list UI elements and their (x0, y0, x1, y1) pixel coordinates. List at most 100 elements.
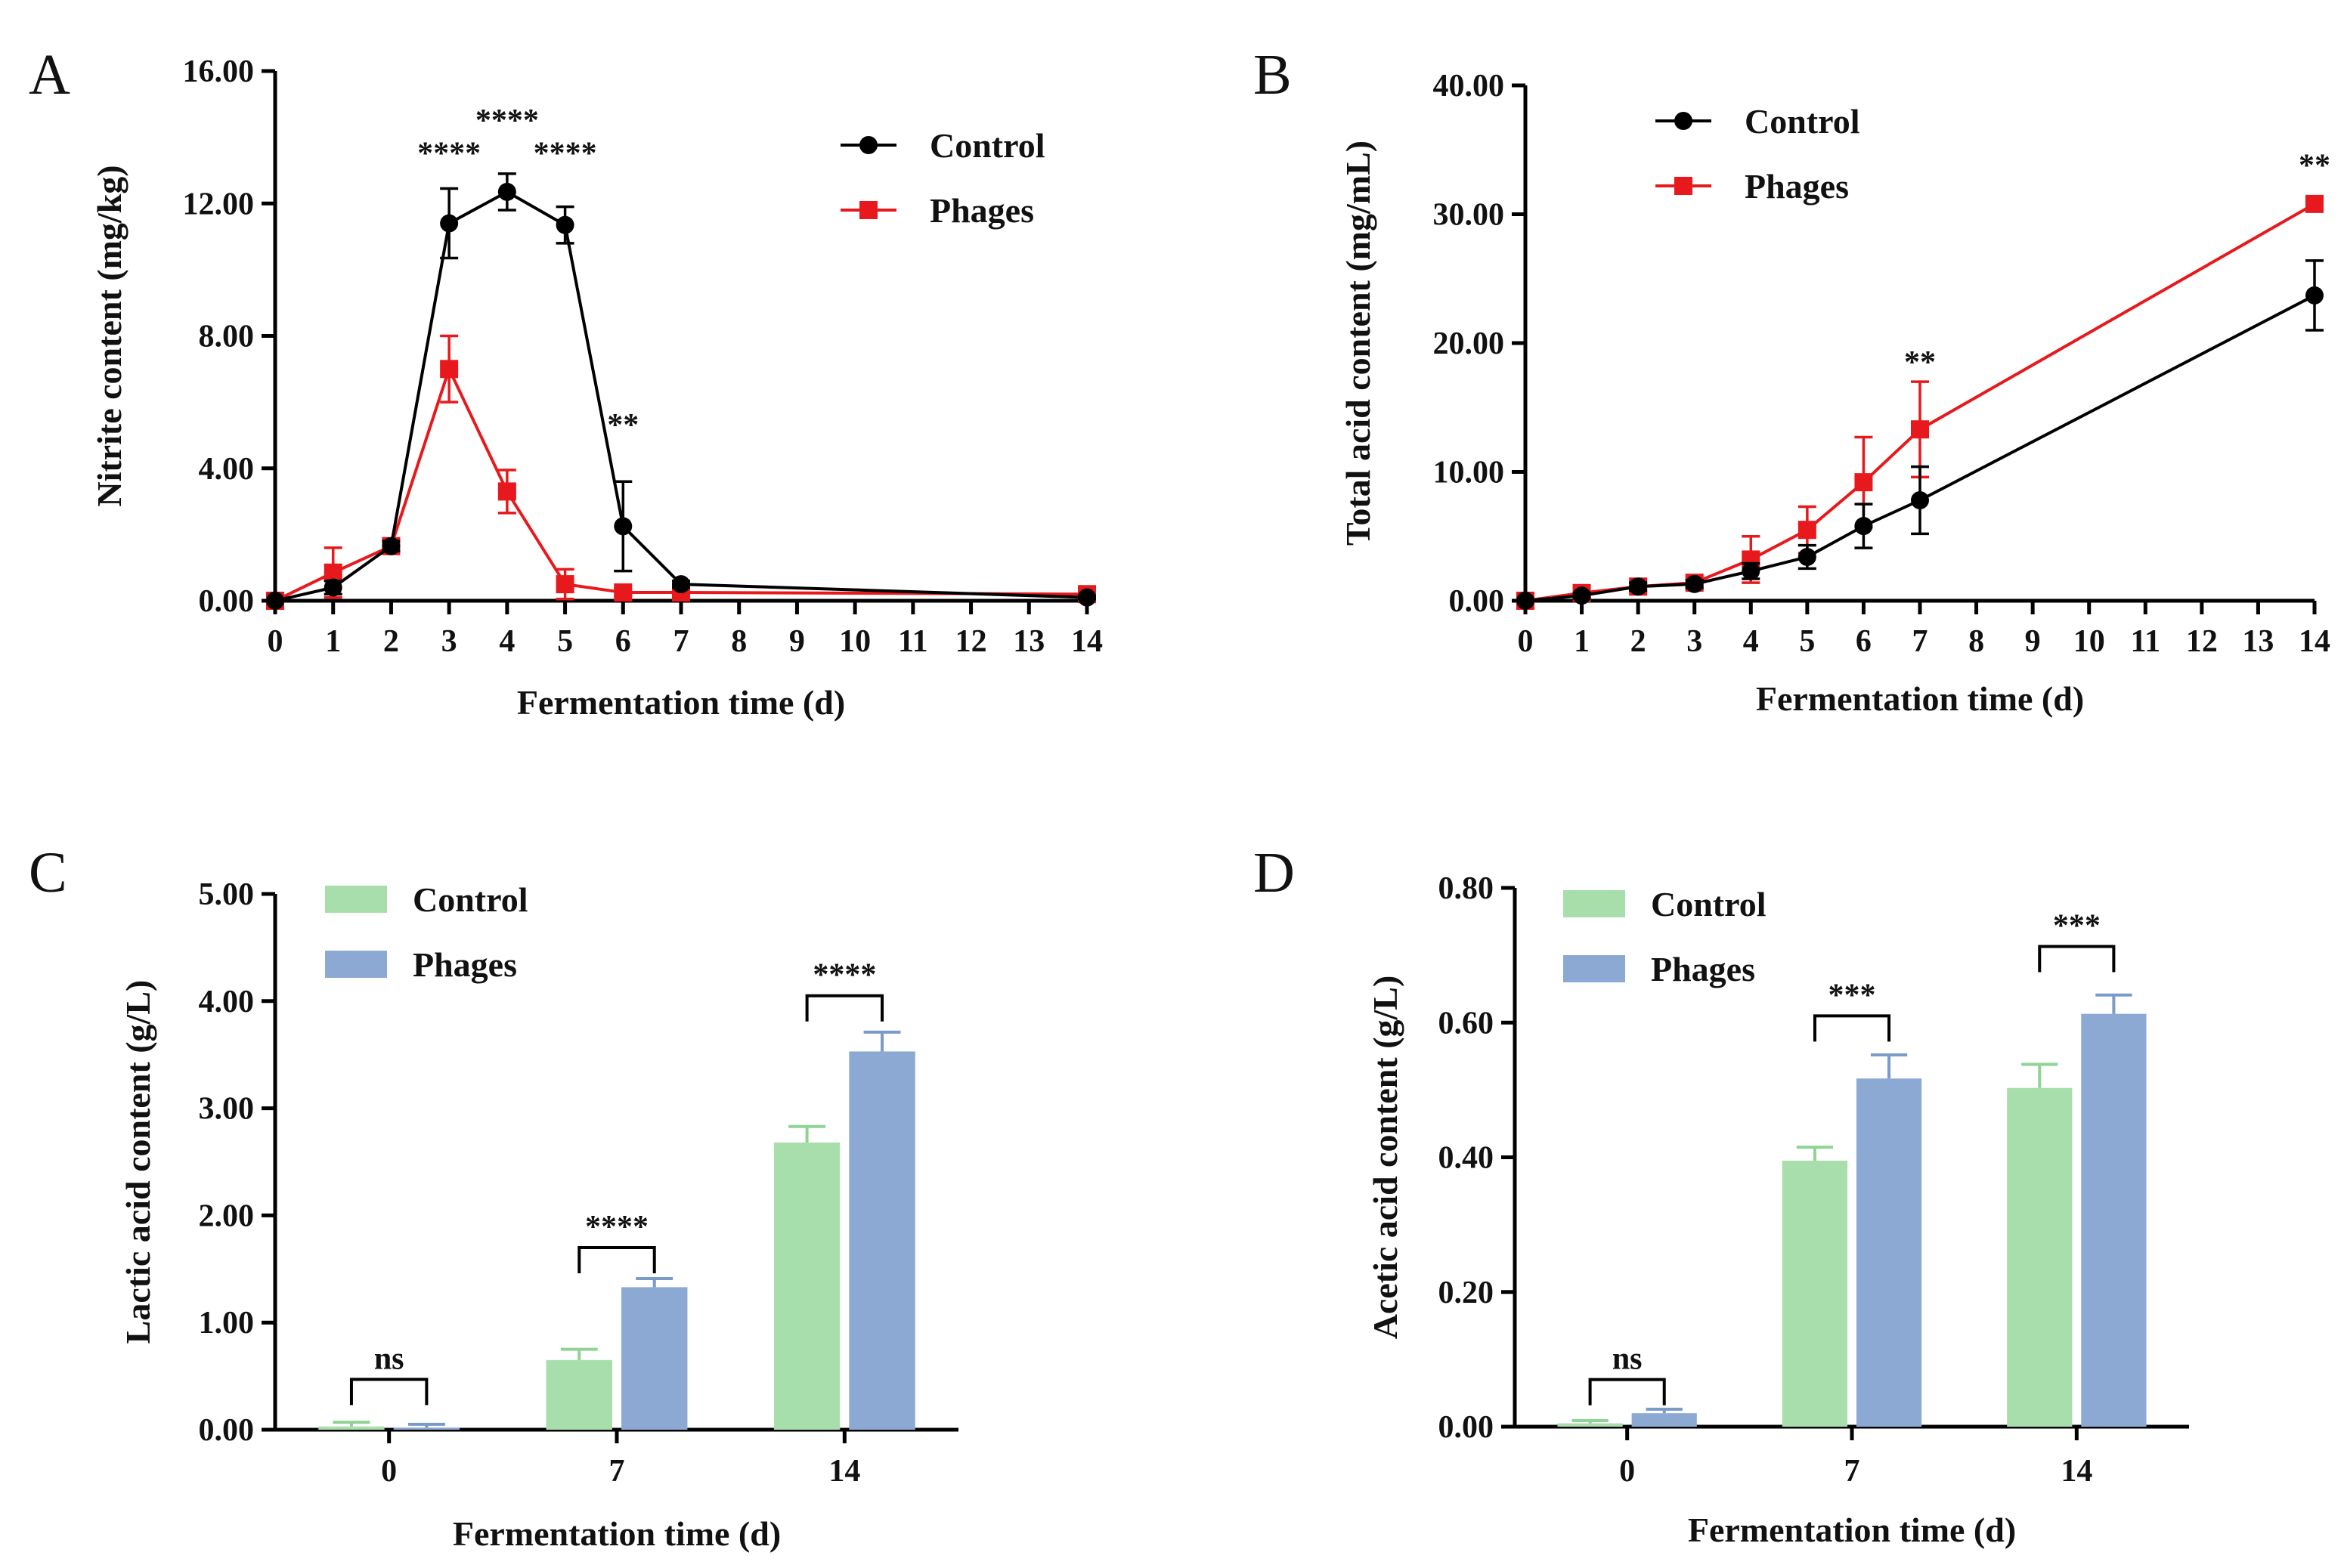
significance-label: ** (1904, 345, 1936, 380)
data-point-phages (440, 360, 459, 379)
x-axis-title: Fermentation time (d) (1756, 679, 2084, 718)
data-point-phages (2305, 194, 2324, 213)
legend-label: Phages (1651, 950, 1755, 988)
data-point-control (614, 517, 633, 536)
x-tick-label: 14 (2061, 1454, 2092, 1489)
bar-control (1557, 1423, 1623, 1427)
legend-label: Phages (1745, 167, 1849, 206)
y-tick-label: 8.00 (199, 320, 255, 354)
x-tick-label: 7 (609, 1454, 625, 1489)
x-tick-label: 7 (1912, 624, 1928, 659)
x-tick-label: 14 (2299, 624, 2330, 659)
legend-marker (859, 201, 878, 219)
panel-letter: B (1253, 43, 1292, 107)
legend-label: Control (930, 126, 1045, 165)
x-tick-label: 9 (2025, 624, 2041, 659)
y-tick-label: 20.00 (1433, 326, 1505, 361)
x-tick-label: 0 (268, 624, 283, 659)
y-tick-label: 10.00 (1433, 456, 1505, 490)
comparison-bracket (1813, 1014, 1891, 1042)
y-axis-title: Total acid content (mg/mL) (1339, 141, 1377, 546)
data-point-control (1797, 548, 1816, 567)
legend-label: Control (413, 880, 528, 919)
y-tick-label: 16.00 (183, 54, 255, 89)
y-tick-label: 0.80 (1438, 871, 1494, 906)
x-tick-label: 11 (2130, 624, 2160, 659)
bar-phages (849, 1051, 915, 1430)
significance-label: *** (1828, 978, 1876, 1013)
data-point-control (382, 537, 401, 555)
data-point-control (1078, 588, 1096, 607)
x-tick-label: 0 (1518, 624, 1534, 659)
y-tick-label: 0.20 (1438, 1276, 1494, 1310)
x-tick-label: 0 (381, 1454, 397, 1489)
x-tick-label: 13 (2242, 624, 2274, 659)
significance-label: **** (475, 104, 539, 138)
data-point-control (1854, 517, 1873, 536)
x-tick-label: 13 (1013, 624, 1045, 659)
panel-c: C 0.00 1.00 2.00 3.00 4.00 5.00 Lactic acid con… (29, 841, 958, 1553)
bar-phages (393, 1427, 460, 1430)
x-tick-label: 7 (673, 624, 689, 659)
x-tick-label: 10 (2073, 624, 2105, 659)
x-tick-label: 1 (325, 624, 341, 659)
legend-swatch (1563, 955, 1625, 982)
y-axis-title: Lactic acid content (g/L) (119, 980, 157, 1344)
data-point-control (440, 214, 459, 233)
y-tick-label: 12.00 (183, 187, 255, 221)
y-tick-label: 0.00 (1438, 1410, 1494, 1445)
comparison-bracket (1588, 1378, 1666, 1406)
x-tick-label: 11 (898, 624, 928, 659)
x-tick-label: 3 (1686, 624, 1702, 659)
x-tick-label: 8 (731, 624, 747, 659)
bar-phages (621, 1287, 688, 1430)
x-axis-title: Fermentation time (d) (517, 683, 845, 722)
panel-b: B 0.00 10.00 20.00 30.00 40.00 Total acid cont… (1253, 43, 2330, 718)
x-tick-label: 8 (1968, 624, 1984, 659)
x-tick-label: 14 (1071, 624, 1103, 659)
significance-label: ** (607, 408, 639, 443)
legend-swatch (1563, 890, 1625, 917)
x-tick-label: 6 (1856, 624, 1872, 659)
legend-marker (1674, 112, 1692, 130)
data-point-phages (1854, 473, 1873, 492)
panel-letter: D (1253, 841, 1295, 905)
y-tick-label: 2.00 (199, 1198, 255, 1233)
legend-swatch (325, 886, 387, 913)
panel-d: D 0.00 0.20 0.40 0.60 0.80 Acetic acid content… (1253, 841, 2189, 1549)
data-point-control (324, 578, 342, 597)
data-point-control (266, 592, 284, 610)
y-axis-title: Acetic acid content (g/L) (1366, 976, 1404, 1340)
panel-letter: A (29, 43, 70, 107)
x-tick-label: 6 (615, 624, 631, 659)
comparison-bracket (2038, 945, 2116, 973)
significance-label: ** (2299, 148, 2330, 183)
data-point-phages (1797, 521, 1816, 540)
x-axis-title: Fermentation time (d) (1688, 1511, 2016, 1549)
bar-phages (1856, 1078, 1922, 1427)
comparison-bracket (805, 994, 884, 1022)
data-point-phages (1911, 420, 1929, 439)
x-tick-label: 7 (1844, 1454, 1860, 1489)
x-tick-label: 0 (1619, 1454, 1635, 1489)
significance-label: **** (585, 1210, 649, 1245)
bar-control (318, 1426, 385, 1430)
x-tick-label: 5 (557, 624, 573, 659)
significance-label: ns (1612, 1342, 1643, 1377)
legend-label: Control (1745, 102, 1860, 141)
data-point-control (1685, 574, 1704, 593)
panel-letter: C (29, 841, 67, 905)
data-point-control (672, 575, 690, 594)
data-point-phages (497, 482, 516, 501)
data-point-control (1572, 586, 1591, 605)
bar-control (1782, 1160, 1848, 1427)
x-tick-label: 2 (383, 624, 399, 659)
x-tick-label: 12 (2186, 624, 2218, 659)
panel-a: A 0.00 4.00 8.00 12.00 16.00 Nitrite content (… (29, 43, 1103, 722)
x-tick-label: 5 (1799, 624, 1815, 659)
series-line-phages (274, 364, 1088, 602)
y-tick-label: 4.00 (199, 452, 255, 487)
data-point-control (497, 182, 516, 201)
data-point-control (1516, 592, 1534, 610)
data-point-control (1629, 577, 1648, 596)
